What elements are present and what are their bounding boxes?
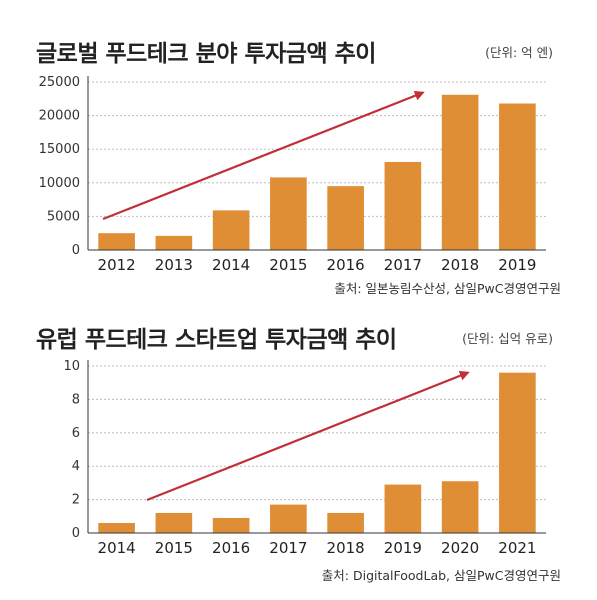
bar <box>270 504 307 533</box>
x-tick-label: 2019 <box>498 256 536 274</box>
y-tick-label: 4 <box>72 459 80 474</box>
x-tick-label: 2017 <box>384 256 422 274</box>
bar <box>212 210 250 250</box>
bar <box>155 512 193 533</box>
y-tick-label: 6 <box>72 426 80 441</box>
x-tick-label: 2015 <box>155 539 193 557</box>
x-tick-label: 2014 <box>98 539 136 557</box>
unit-label: (단위: 십억 유로) <box>462 331 553 346</box>
bar <box>441 481 479 533</box>
trend-arrow <box>146 370 470 502</box>
bar <box>499 372 536 533</box>
y-tick-label: 0 <box>72 526 80 541</box>
y-tick-label: 20000 <box>39 109 80 124</box>
chart-panel-europe: 유럽 푸드테크 스타트업 투자금액 추이 (단위: 십억 유로) 0 2 4 6 8 10… <box>0 300 597 600</box>
source-label: 출처: 일본농림수산성, 삼일PwC경영연구원 <box>334 281 561 296</box>
bar <box>327 186 364 250</box>
x-tick-label: 2016 <box>327 256 365 274</box>
x-tick-label: 2012 <box>98 256 136 274</box>
y-tick-label: 10 <box>63 359 80 374</box>
source-label: 출처: DigitalFoodLab, 삼일PwC경영연구원 <box>321 568 561 583</box>
unit-label: (단위: 억 엔) <box>485 45 553 60</box>
x-tick-label: 2018 <box>441 256 479 274</box>
bar <box>155 235 193 250</box>
chart-title: 글로벌 푸드테크 분야 투자금액 추이 <box>36 41 376 67</box>
bar <box>499 103 536 250</box>
y-tick-label: 10000 <box>39 176 80 191</box>
x-tick-label: 2020 <box>441 539 479 557</box>
bar <box>98 522 135 533</box>
chart-title: 유럽 푸드테크 스타트업 투자금액 추이 <box>36 327 397 353</box>
y-tick-label: 8 <box>72 392 80 407</box>
x-tick-label: 2016 <box>212 539 250 557</box>
x-tick-label: 2014 <box>212 256 250 274</box>
bar <box>384 161 422 250</box>
y-tick-label: 5000 <box>47 209 80 224</box>
bar <box>212 517 250 533</box>
bar <box>384 484 422 533</box>
y-tick-label: 25000 <box>39 75 80 90</box>
bar <box>270 177 307 250</box>
x-tick-label: 2018 <box>327 539 365 557</box>
y-tick-label: 15000 <box>39 142 80 157</box>
x-tick-label: 2019 <box>384 539 422 557</box>
x-tick-label: 2021 <box>498 539 536 557</box>
bar <box>327 512 364 533</box>
bar <box>98 233 135 250</box>
bar <box>441 94 479 250</box>
x-tick-label: 2015 <box>269 256 307 274</box>
bar-chart-global: 0 5000 10000 15000 20000 25000 2012 2013 2014 201… <box>39 75 546 274</box>
trend-arrow <box>102 90 425 221</box>
y-tick-label: 2 <box>72 493 80 508</box>
chart-panel-global: 글로벌 푸드테크 분야 투자금액 추이 (단위: 억 엔) 0 5000 10000… <box>36 41 561 296</box>
x-tick-label: 2013 <box>155 256 193 274</box>
x-tick-label: 2017 <box>269 539 307 557</box>
y-tick-label: 0 <box>72 243 80 258</box>
bar-chart-europe: 0 2 4 6 8 10 2014 2015 2016 2017 2018 2019 2020 2021 <box>63 359 546 557</box>
